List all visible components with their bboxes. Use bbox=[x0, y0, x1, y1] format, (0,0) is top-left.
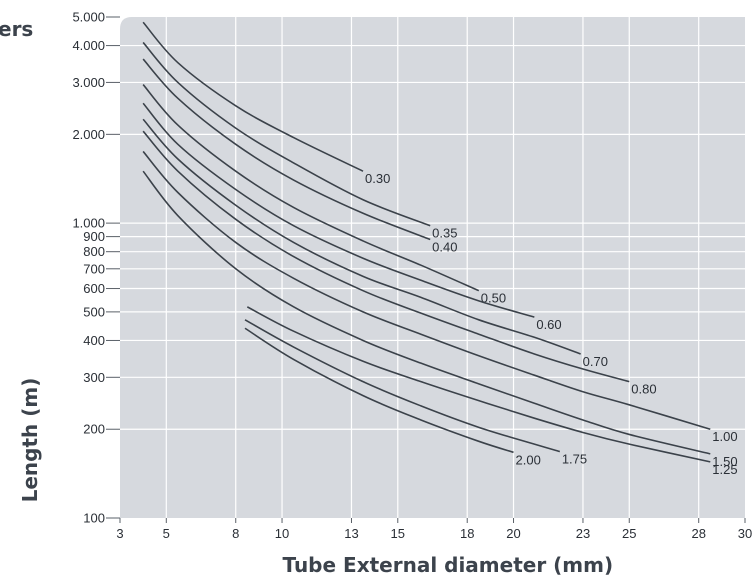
x-tick-label: 8 bbox=[232, 526, 239, 541]
series-label-0.30: 0.30 bbox=[365, 171, 390, 186]
grid-lines bbox=[120, 17, 745, 518]
x-tick-label: 5 bbox=[163, 526, 170, 541]
x-tick-label: 15 bbox=[391, 526, 405, 541]
series-label-1.25: 1.25 bbox=[712, 462, 737, 477]
series-label-1.50: 1.50 bbox=[712, 454, 737, 469]
y-tick-label: 100 bbox=[83, 511, 105, 526]
series-curve-1.50 bbox=[142, 170, 711, 455]
x-axis-title: Tube External diameter (mm) bbox=[283, 553, 614, 577]
x-tick-label: 30 bbox=[738, 526, 752, 541]
y-tick-label: 4.000 bbox=[72, 38, 105, 53]
x-tick-label: 3 bbox=[116, 526, 123, 541]
y-tick-label: 900 bbox=[83, 229, 105, 244]
series-curve-1.75 bbox=[244, 319, 561, 453]
x-tick-label: 23 bbox=[576, 526, 590, 541]
y-tick-label: 400 bbox=[83, 333, 105, 348]
header-fragment: ers bbox=[0, 17, 33, 41]
y-tick-label: 600 bbox=[83, 281, 105, 296]
y-tick-label: 300 bbox=[83, 370, 105, 385]
series-curve-1.25 bbox=[246, 306, 711, 463]
y-tick-label: 200 bbox=[83, 422, 105, 437]
plot-area bbox=[120, 17, 745, 518]
series-curve-0.50 bbox=[142, 84, 480, 292]
series-label-0.40: 0.40 bbox=[432, 239, 457, 254]
series-label-0.80: 0.80 bbox=[631, 382, 656, 397]
series-curve-0.35 bbox=[142, 41, 431, 227]
x-tick-label: 13 bbox=[344, 526, 358, 541]
series-curve-1.00 bbox=[142, 150, 711, 430]
series-curve-0.30 bbox=[142, 21, 364, 172]
y-tick-label: 700 bbox=[83, 261, 105, 276]
series-label-1.00: 1.00 bbox=[712, 429, 737, 444]
x-tick-label: 10 bbox=[275, 526, 289, 541]
y-tick-label: 3.000 bbox=[72, 75, 105, 90]
series-label-1.75: 1.75 bbox=[562, 452, 587, 467]
series-curve-0.60 bbox=[142, 102, 535, 318]
series-label-0.50: 0.50 bbox=[481, 291, 506, 306]
y-tick-label: 2.000 bbox=[72, 127, 105, 142]
y-tick-label: 5.000 bbox=[72, 10, 105, 25]
x-tick-label: 28 bbox=[691, 526, 705, 541]
series-label-2.00: 2.00 bbox=[516, 452, 541, 467]
y-tick-label: 800 bbox=[83, 244, 105, 259]
series-label-0.35: 0.35 bbox=[432, 226, 457, 241]
series-layer: 0.30 0.350.40 0.50 0.60 0.70 0.80 1.00 1.251.50… bbox=[142, 21, 738, 477]
series-curve-2.00 bbox=[244, 327, 514, 454]
series-curve-0.40 bbox=[142, 58, 431, 241]
y-axis-title: Length (m) bbox=[18, 378, 42, 503]
x-tick-label: 20 bbox=[506, 526, 520, 541]
y-tick-label: 1.000 bbox=[72, 216, 105, 231]
series-curve-0.80 bbox=[142, 130, 630, 383]
axis-ticks: 3 5 8 10 13 15 18 20 23 25 28 30 100 200 300 400 500 600 7… bbox=[72, 10, 752, 542]
x-tick-label: 18 bbox=[460, 526, 474, 541]
series-label-0.60: 0.60 bbox=[536, 317, 561, 332]
y-tick-label: 500 bbox=[83, 304, 105, 319]
x-tick-label: 25 bbox=[622, 526, 636, 541]
series-curve-0.70 bbox=[142, 118, 581, 355]
series-label-0.70: 0.70 bbox=[583, 354, 608, 369]
